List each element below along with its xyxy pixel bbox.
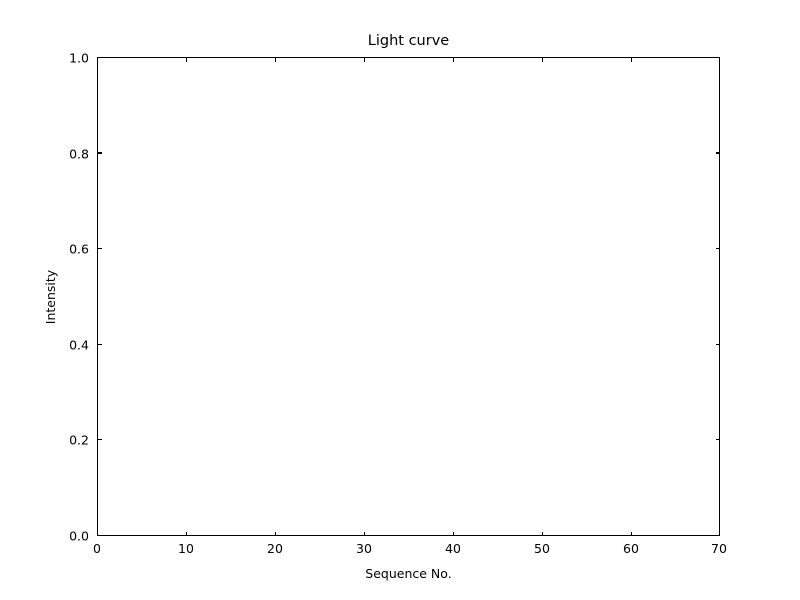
x-tick-label: 50 xyxy=(534,541,550,556)
plot-data-layer xyxy=(98,58,718,534)
x-tick-mark xyxy=(186,531,188,536)
y-tick-mark xyxy=(97,343,102,345)
x-tick-mark xyxy=(631,531,633,536)
x-tick-label: 60 xyxy=(623,541,639,556)
y-tick-mark-right xyxy=(715,152,720,154)
y-tick-label: 0.0 xyxy=(69,528,89,544)
x-tick-mark-top xyxy=(453,57,455,62)
x-tick-mark-top xyxy=(542,57,544,62)
y-tick-mark xyxy=(97,534,102,536)
y-axis-label-text: Intensity xyxy=(43,269,58,325)
x-tick-mark-top xyxy=(97,57,99,62)
y-tick-mark xyxy=(97,57,102,59)
x-tick-label: 20 xyxy=(267,541,283,556)
y-tick-mark-right xyxy=(715,248,720,250)
x-tick-label: 0 xyxy=(93,541,101,556)
y-tick-mark-right xyxy=(715,534,720,536)
x-tick-label: 70 xyxy=(711,541,727,556)
y-tick-mark-right xyxy=(715,57,720,59)
x-tick-label: 10 xyxy=(178,541,194,556)
x-axis-label: Sequence No. xyxy=(365,566,452,581)
x-tick-mark xyxy=(453,531,455,536)
chart-title: Light curve xyxy=(367,33,450,49)
y-tick-label: 0.8 xyxy=(69,146,89,162)
x-tick-label: 40 xyxy=(445,541,461,556)
y-tick-mark xyxy=(97,248,102,250)
y-tick-label: 0.6 xyxy=(69,241,89,257)
y-tick-label: 1.0 xyxy=(69,50,89,66)
axis-spine-top xyxy=(97,57,720,59)
axis-spine-right xyxy=(718,57,720,536)
x-tick-mark-top xyxy=(275,57,277,62)
plot-axes-area[interactable] xyxy=(97,57,720,536)
x-tick-mark xyxy=(718,531,720,536)
x-tick-mark-top xyxy=(718,57,720,62)
x-tick-label: 30 xyxy=(356,541,372,556)
x-tick-mark-top xyxy=(364,57,366,62)
x-tick-mark xyxy=(542,531,544,536)
y-tick-label: 0.2 xyxy=(69,432,89,448)
y-tick-mark-right xyxy=(715,439,720,441)
x-tick-mark-top xyxy=(631,57,633,62)
x-tick-mark xyxy=(364,531,366,536)
y-tick-label: 0.4 xyxy=(69,337,89,353)
x-tick-mark xyxy=(97,531,99,536)
x-tick-mark-top xyxy=(186,57,188,62)
axis-spine-bottom xyxy=(97,534,720,536)
x-tick-mark xyxy=(275,531,277,536)
y-tick-mark xyxy=(97,152,102,154)
y-tick-mark xyxy=(97,439,102,441)
axis-spine-left xyxy=(97,57,99,536)
y-tick-mark-right xyxy=(715,343,720,345)
